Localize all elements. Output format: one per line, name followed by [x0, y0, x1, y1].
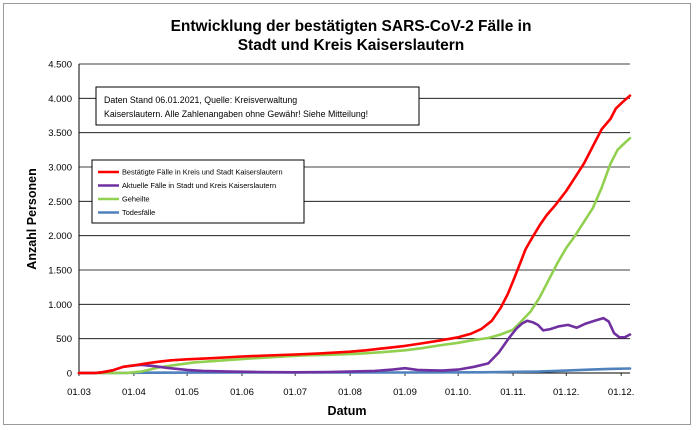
source-note-line1: Daten Stand 06.01.2021, Quelle: Kreisver… [104, 95, 297, 105]
x-tick-label: 01.10. [445, 387, 471, 398]
source-note-box [95, 86, 420, 126]
x-tick-label: 01.09 [393, 387, 417, 398]
legend-label: Bestätigte Fälle in Kreis und Stadt Kais… [122, 168, 283, 177]
x-tick-label: 01.06 [230, 387, 254, 398]
source-note: Daten Stand 06.01.2021, Quelle: Kreisver… [95, 86, 420, 126]
y-tick-labels: 0 500 1.000 1.500 2.000 2.500 3.000 3.500 4.000 4… [48, 60, 72, 380]
legend: Bestätigte Fälle in Kreis und Stadt Kais… [91, 159, 305, 224]
x-tick-label: 01.04 [122, 387, 146, 398]
series-line-1 [77, 94, 632, 375]
x-tick-labels: 01.03 01.04 01.05 01.06 01.07 01.08 01.09 01.10… [67, 387, 634, 398]
chart-frame [3, 3, 691, 425]
series-lines [77, 94, 632, 375]
y-axis-label: Anzahl Personen [25, 168, 39, 269]
series-line-2 [77, 316, 632, 375]
y-tick-label: 500 [56, 334, 72, 345]
legend-box [91, 159, 305, 224]
y-tick-label: 3.000 [48, 163, 72, 174]
y-tick-label: 1.500 [48, 266, 72, 277]
x-tick-label: 01.12. [553, 387, 579, 398]
y-tick-label: 3.500 [48, 128, 72, 139]
x-tick-label: 01.03 [67, 387, 91, 398]
chart-title-line1: Entwicklung der bestätigten SARS-CoV-2 F… [171, 18, 532, 35]
x-axis-label: Datum [328, 404, 367, 418]
chart-title-line2: Stadt und Kreis Kaiserslautern [238, 37, 465, 54]
y-tick-label: 1.000 [48, 300, 72, 311]
legend-label: Geheilte [122, 195, 150, 204]
x-tick-label: 01.07 [283, 387, 307, 398]
x-tick-label: 01.12. [608, 387, 634, 398]
y-tick-label: 0 [67, 369, 72, 380]
source-note-line2: Kaiserslautern. Alle Zahlenangaben ohne … [104, 109, 368, 119]
y-tick-label: 4.000 [48, 94, 72, 105]
x-tick-label: 01.05 [175, 387, 199, 398]
y-tick-label: 2.500 [48, 197, 72, 208]
series-line-3 [77, 136, 632, 375]
y-tick-label: 2.000 [48, 231, 72, 242]
y-tick-label: 4.500 [48, 60, 72, 71]
x-tick-label: 01.11. [500, 387, 526, 398]
legend-label: Aktuelle Fälle in Stadt und Kreis Kaiser… [122, 181, 276, 190]
x-tick-label: 01.08 [338, 387, 362, 398]
legend-label: Todesfälle [122, 208, 155, 217]
